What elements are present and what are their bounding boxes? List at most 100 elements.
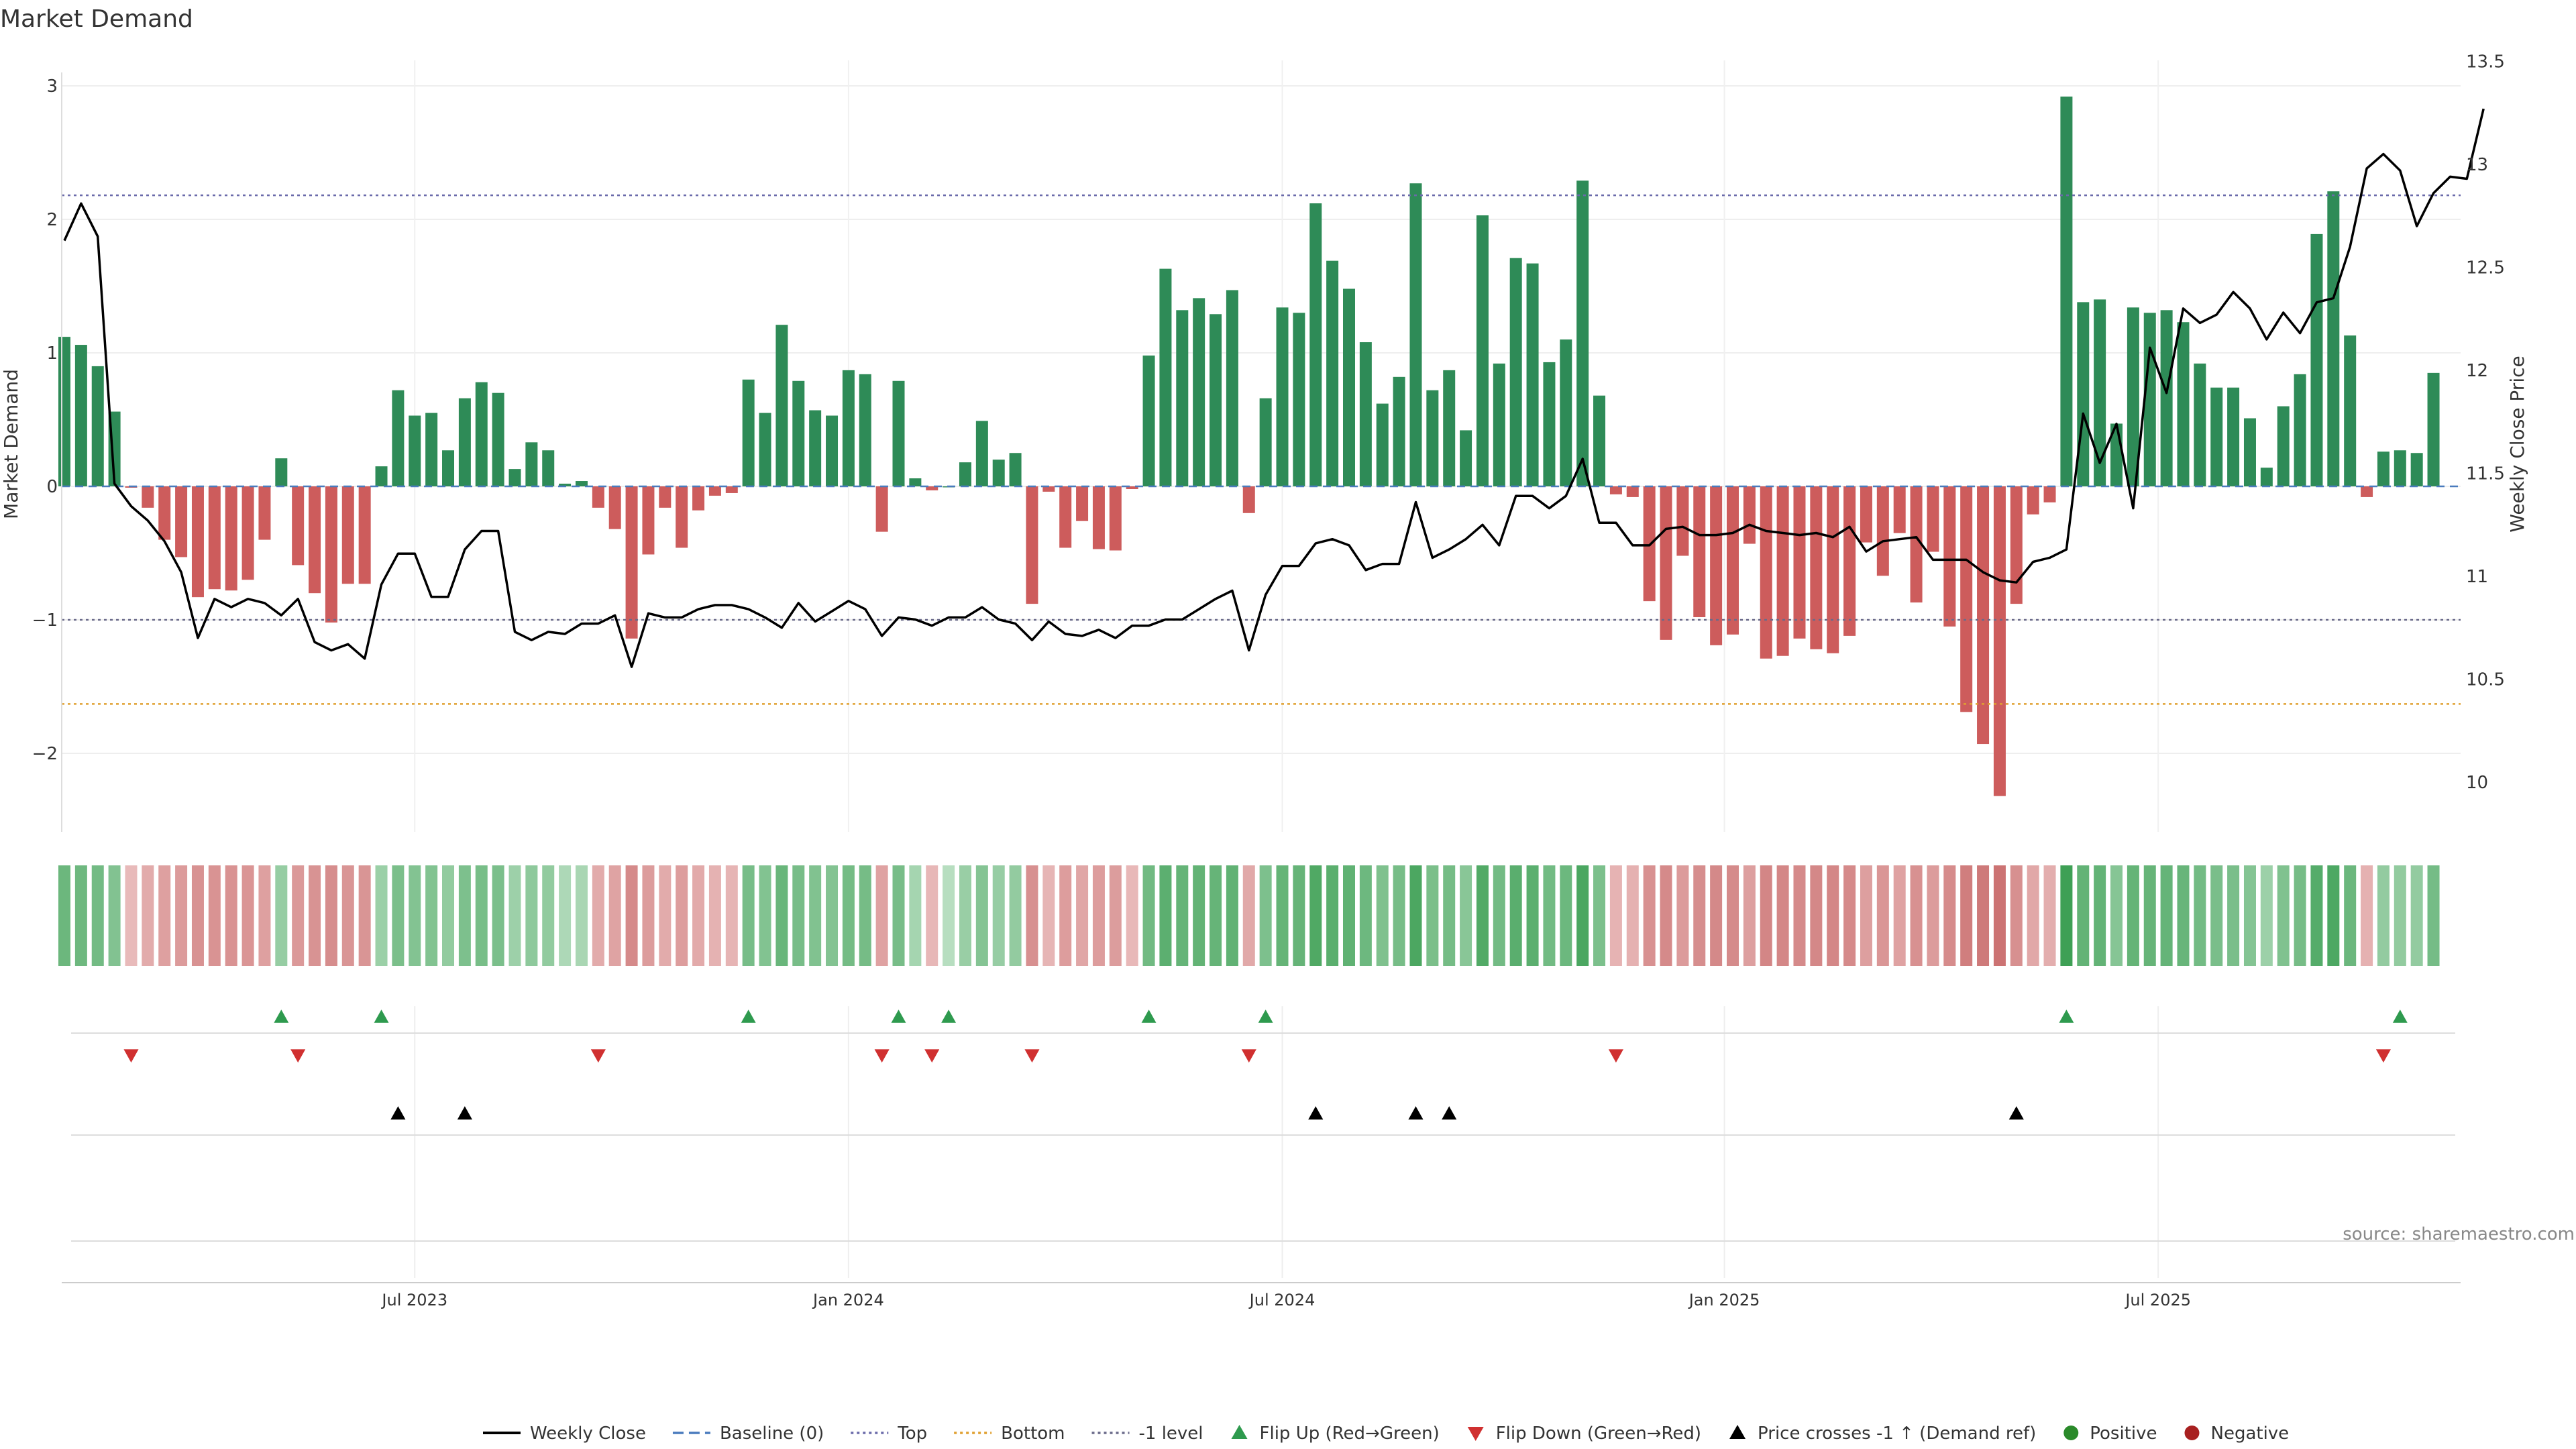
demand-strip-cell — [759, 865, 771, 966]
demand-strip-cell — [425, 865, 438, 966]
demand-strip-cell — [1092, 865, 1105, 966]
demand-strip-cell — [575, 865, 588, 966]
demand-bar — [1593, 395, 1606, 486]
demand-bar — [708, 486, 721, 496]
demand-bar — [1876, 486, 1889, 576]
demand-strip-cell — [792, 865, 805, 966]
demand-strip-cell — [1126, 865, 1138, 966]
demand-strip-cell — [241, 865, 254, 966]
demand-strip-cell — [2377, 865, 2390, 966]
legend-item: Positive — [2063, 1424, 2157, 1444]
demand-bar — [559, 484, 572, 486]
demand-bar — [1359, 342, 1372, 486]
left-tick-label: −2 — [32, 744, 58, 764]
demand-strip-cell — [508, 865, 521, 966]
demand-bar — [1626, 486, 1639, 497]
demand-strip-cell — [1443, 865, 1456, 966]
demand-strip-cell — [1893, 865, 1906, 966]
demand-bar — [1242, 486, 1255, 513]
demand-bar — [1309, 203, 1322, 486]
demand-strip-cell — [1960, 865, 1973, 966]
demand-strip-cell — [2410, 865, 2423, 966]
demand-strip-cell — [909, 865, 922, 966]
legend-label: Negative — [2211, 1424, 2290, 1444]
demand-strip-cell — [1927, 865, 1939, 966]
demand-strip-cell — [125, 865, 138, 966]
legend-item: Baseline (0) — [672, 1424, 824, 1444]
price-cross-marker — [1308, 1106, 1324, 1120]
demand-bar — [1526, 263, 1539, 486]
demand-strip-cell — [309, 865, 321, 966]
demand-bar — [1042, 486, 1055, 492]
demand-bar — [225, 486, 237, 591]
demand-strip-cell — [1426, 865, 1439, 966]
left-tick-label: 2 — [46, 210, 58, 230]
price-cross-marker — [2008, 1106, 2024, 1120]
demand-strip-cell — [1776, 865, 1789, 966]
demand-strip-cell — [926, 865, 938, 966]
demand-strip-cell — [725, 865, 738, 966]
demand-strip-cell — [943, 865, 955, 966]
demand-bar — [2194, 363, 2206, 486]
demand-bar — [208, 486, 221, 590]
demand-bar — [1793, 486, 1806, 639]
demand-bar — [292, 486, 305, 566]
demand-strip-cell — [2027, 865, 2039, 966]
demand-strip-cell — [175, 865, 188, 966]
demand-strip-cell — [1993, 865, 2006, 966]
demand-bar — [826, 415, 839, 486]
demand-bar — [1393, 376, 1405, 486]
demand-strip-cell — [158, 865, 171, 966]
demand-strip-cell — [1076, 865, 1089, 966]
demand-bar — [1059, 486, 1072, 548]
demand-bar — [1693, 486, 1706, 618]
demand-bar — [592, 486, 604, 508]
flip-up-marker — [274, 1010, 289, 1023]
demand-bar — [2010, 486, 2023, 604]
demand-strip-cell — [492, 865, 504, 966]
demand-strip-cell — [2294, 865, 2306, 966]
demand-bar — [875, 486, 888, 532]
legend-item: Price crosses -1 ↑ (Demand ref) — [1729, 1424, 2036, 1444]
demand-strip-cell — [2260, 865, 2273, 966]
legend-label: -1 level — [1139, 1424, 1203, 1444]
demand-bar — [1977, 486, 1990, 745]
price-cross-marker — [457, 1106, 472, 1120]
demand-bar — [1076, 486, 1089, 521]
legend-item: Top — [851, 1424, 927, 1444]
demand-bar — [1376, 403, 1389, 486]
demand-strip-cell — [1593, 865, 1606, 966]
demand-strip-cell — [2394, 865, 2406, 966]
flip-up-marker — [891, 1010, 906, 1023]
demand-bar — [1760, 486, 1772, 659]
demand-bar — [1776, 486, 1789, 656]
demand-strip-cell — [2094, 865, 2106, 966]
demand-strip-cell — [2427, 865, 2440, 966]
demand-bar — [575, 481, 588, 486]
price-cross-marker — [1442, 1106, 1457, 1120]
demand-bar — [191, 486, 204, 598]
demand-strip-cell — [1109, 865, 1122, 966]
demand-bar — [2277, 406, 2290, 486]
demand-strip-cell — [809, 865, 822, 966]
demand-bar — [142, 486, 154, 508]
demand-strip-cell — [2077, 865, 2090, 966]
demand-strip-cell — [1293, 865, 1305, 966]
demand-strip-cell — [2361, 865, 2373, 966]
demand-strip-cell — [208, 865, 221, 966]
demand-strip-cell — [1359, 865, 1372, 966]
demand-strip-cell — [1210, 865, 1222, 966]
demand-strip-cell — [1576, 865, 1589, 966]
demand-bar — [2177, 322, 2190, 486]
demand-bar — [1927, 486, 1939, 552]
demand-strip-cell — [325, 865, 337, 966]
legend-label: Flip Up (Red→Green) — [1260, 1424, 1440, 1444]
demand-strip-cell — [608, 865, 621, 966]
demand-bar — [458, 398, 471, 486]
left-tick-label: 0 — [46, 477, 58, 497]
demand-bar — [1159, 268, 1172, 486]
demand-bar — [2344, 335, 2357, 486]
demand-strip-cell — [2043, 865, 2056, 966]
demand-strip-cell — [392, 865, 405, 966]
demand-bar — [2160, 310, 2173, 486]
